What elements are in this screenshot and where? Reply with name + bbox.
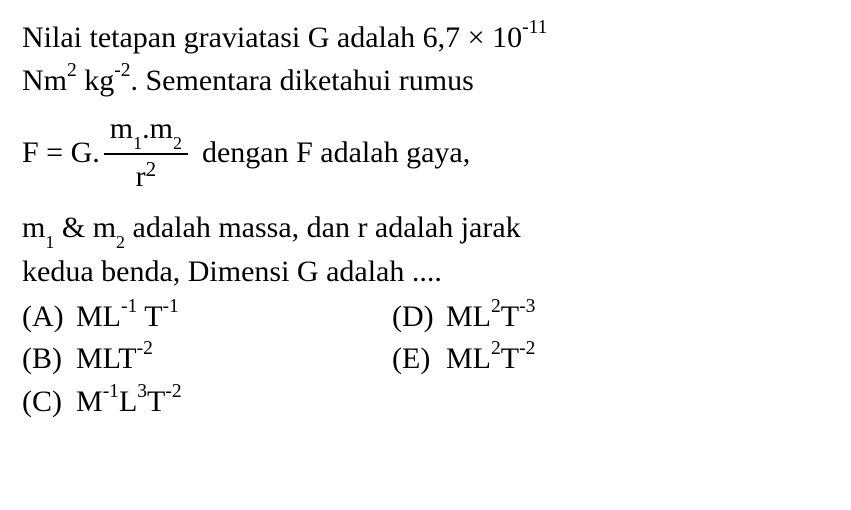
ampersand: & bbox=[54, 211, 92, 244]
exponent: 2 bbox=[491, 338, 501, 359]
var-r: r bbox=[136, 157, 146, 198]
option-label: (D) bbox=[392, 297, 446, 338]
subscript: 2 bbox=[173, 133, 182, 153]
option-b: (B) MLT-2 bbox=[22, 339, 392, 380]
subscript: 2 bbox=[116, 232, 125, 252]
text-segment: kedua benda, Dimensi G adalah .... bbox=[22, 255, 442, 288]
options-col-2: (D) ML2T-3 (E) ML2T-2 bbox=[392, 297, 829, 425]
exponent: 2 bbox=[67, 60, 77, 81]
exponent: 2 bbox=[491, 296, 501, 317]
text-segment: ML bbox=[446, 300, 491, 333]
fraction: m1.m2 r2 bbox=[104, 109, 188, 198]
text-segment: MLT bbox=[76, 342, 137, 375]
var-m1: m bbox=[22, 211, 45, 244]
option-c: (C) M-1L3T-2 bbox=[22, 382, 392, 423]
question-line-4: m1 & m2 adalah massa, dan r adalah jarak bbox=[22, 208, 829, 250]
text-segment: T bbox=[501, 300, 519, 333]
text-segment: . Sementara diketahui rumus bbox=[131, 64, 474, 97]
denominator: r2 bbox=[130, 155, 163, 198]
option-content: ML2T-3 bbox=[446, 297, 535, 338]
exponent: 3 bbox=[137, 381, 147, 402]
var-m2: m bbox=[93, 211, 116, 244]
exponent: -2 bbox=[137, 338, 153, 359]
text-segment: Nm bbox=[22, 64, 67, 97]
exponent: -3 bbox=[519, 296, 535, 317]
exponent: -2 bbox=[519, 338, 535, 359]
text-segment: T bbox=[501, 342, 519, 375]
text-segment: ML bbox=[446, 342, 491, 375]
text-segment: Nilai tetapan graviatasi G adalah 6,7 × … bbox=[22, 21, 522, 54]
option-content: M-1L3T-2 bbox=[76, 382, 182, 423]
formula-rhs-text: dengan F adalah gaya, bbox=[202, 133, 470, 174]
question-line-5: kedua benda, Dimensi G adalah .... bbox=[22, 252, 829, 293]
exponent: -2 bbox=[114, 60, 130, 81]
text-segment: T bbox=[137, 300, 162, 333]
option-label: (B) bbox=[22, 339, 76, 380]
formula-line: F = G. m1.m2 r2 dengan F adalah gaya, bbox=[22, 109, 829, 198]
text-segment: M bbox=[76, 385, 103, 418]
option-content: ML-1 T-1 bbox=[76, 297, 179, 338]
option-e: (E) ML2T-2 bbox=[392, 339, 829, 380]
option-a: (A) ML-1 T-1 bbox=[22, 297, 392, 338]
var-m1: m bbox=[110, 112, 133, 145]
subscript: 1 bbox=[133, 133, 142, 153]
text-segment: kg bbox=[77, 64, 115, 97]
exponent: -1 bbox=[121, 296, 137, 317]
physics-question: Nilai tetapan graviatasi G adalah 6,7 × … bbox=[22, 18, 829, 424]
exponent: -11 bbox=[522, 17, 547, 38]
option-label: (A) bbox=[22, 297, 76, 338]
text-segment: ML bbox=[76, 300, 121, 333]
subscript: 1 bbox=[45, 232, 54, 252]
question-line-2: Nm2 kg-2. Sementara diketahui rumus bbox=[22, 61, 829, 102]
text-segment: T bbox=[147, 385, 165, 418]
exponent: 2 bbox=[146, 155, 157, 183]
numerator: m1.m2 bbox=[104, 109, 188, 155]
var-m2: m bbox=[150, 112, 173, 145]
option-label: (C) bbox=[22, 382, 76, 423]
option-content: MLT-2 bbox=[76, 339, 153, 380]
text-segment: adalah massa, dan r adalah jarak bbox=[125, 211, 521, 244]
exponent: -1 bbox=[163, 296, 179, 317]
question-line-1: Nilai tetapan graviatasi G adalah 6,7 × … bbox=[22, 18, 829, 59]
formula-lhs: F = G. bbox=[22, 133, 100, 174]
dot: . bbox=[142, 112, 150, 145]
option-content: ML2T-2 bbox=[446, 339, 535, 380]
option-d: (D) ML2T-3 bbox=[392, 297, 829, 338]
text-segment: L bbox=[119, 385, 137, 418]
options-col-1: (A) ML-1 T-1 (B) MLT-2 (C) M-1L3T-2 bbox=[22, 297, 392, 425]
exponent: -1 bbox=[103, 381, 119, 402]
options-container: (A) ML-1 T-1 (B) MLT-2 (C) M-1L3T-2 (D) … bbox=[22, 297, 829, 425]
exponent: -2 bbox=[165, 381, 181, 402]
option-label: (E) bbox=[392, 339, 446, 380]
